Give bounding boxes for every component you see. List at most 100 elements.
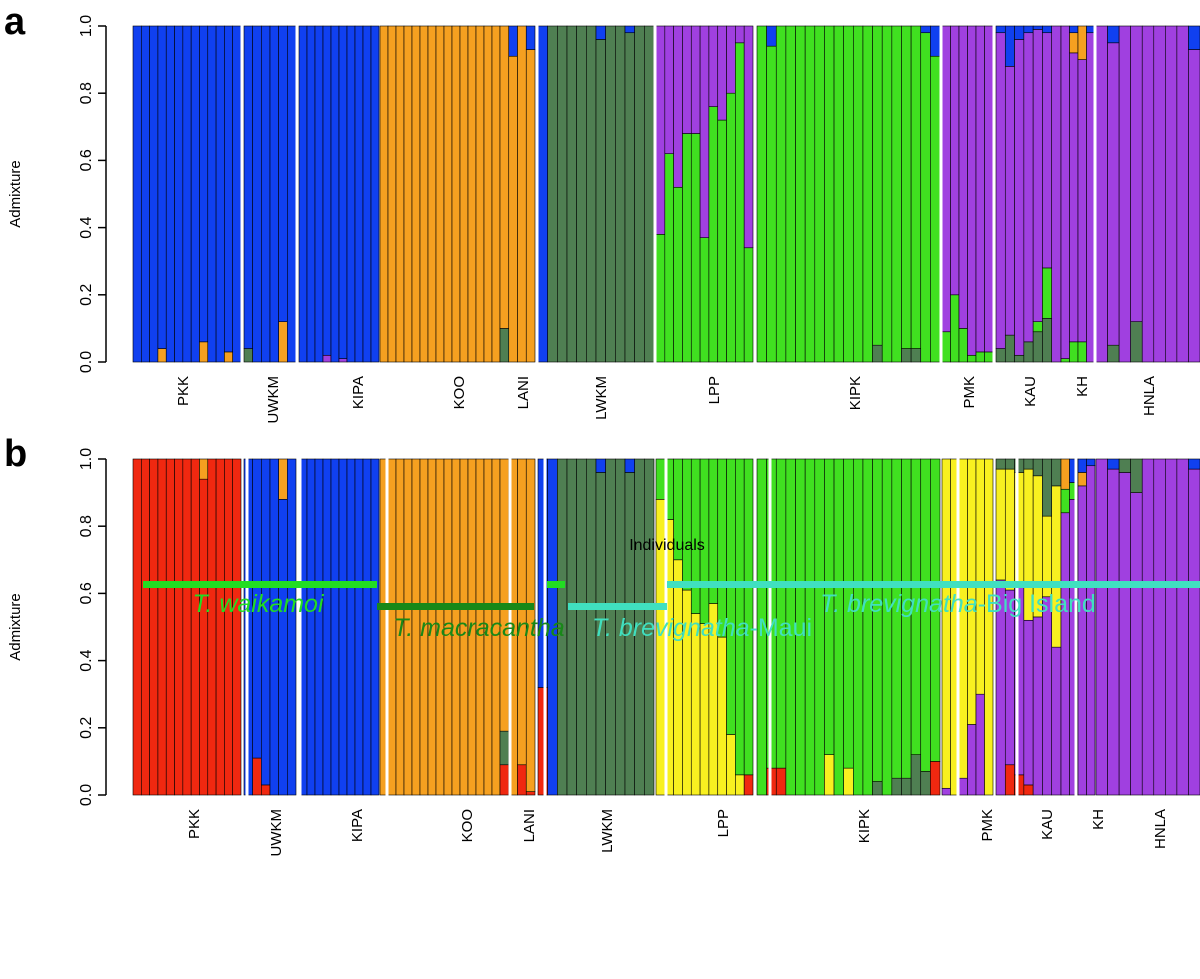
admixture-bar-segment: [872, 25, 883, 346]
population-label: PMK: [961, 376, 978, 409]
admixture-bar-segment: [499, 328, 510, 363]
admixture-bar-segment: [910, 25, 922, 349]
admixture-bar-segment: [1188, 25, 1200, 50]
admixture-bar-segment: [330, 25, 340, 363]
admixture-bar-segment: [475, 25, 485, 363]
admixture-bar-segment: [673, 186, 683, 363]
admixture-bar-segment: [141, 25, 150, 363]
population-label: KAU: [1039, 809, 1056, 840]
admixture-bar-segment: [901, 25, 912, 349]
panel-a: a Admixture 0.0 0.2 0.4 0.6 0.8 1.0 PKK UWKM KI…: [4, 1, 1200, 424]
admixture-bar-segment: [199, 25, 209, 343]
admixture-bar-segment: [224, 25, 233, 353]
admixture-bar-segment: [1118, 458, 1131, 473]
admixture-bar-segment: [586, 25, 597, 363]
admixture-bar-segment: [1060, 488, 1070, 514]
admixture-bar-segment: [1077, 485, 1087, 796]
admixture-bar-segment: [1042, 267, 1053, 319]
admixture-bar-segment: [1188, 468, 1200, 796]
admixture-bar-segment: [756, 25, 767, 363]
admixture-bar-segment: [910, 348, 922, 363]
admixture-bar-segment: [682, 133, 692, 363]
admixture-bar-segment: [1188, 458, 1200, 470]
panel-a-ylabel: Admixture: [7, 160, 24, 228]
admixture-bar-segment: [1095, 25, 1108, 363]
admixture-bar-segment: [726, 92, 736, 363]
admixture-bar-segment: [157, 25, 167, 349]
population-label: KIPA: [350, 376, 367, 409]
admixture-bar-segment: [824, 754, 835, 796]
admixture-bar-segment: [370, 25, 380, 363]
admixture-bar-segment: [1153, 25, 1166, 363]
admixture-bar-segment: [1176, 25, 1189, 363]
species-3-suffix: -Big Island: [978, 590, 1096, 618]
admixture-bar-segment: [1118, 25, 1131, 363]
admixture-bar-segment: [881, 458, 893, 796]
admixture-bar-segment: [252, 25, 262, 363]
admixture-bar-segment: [1023, 341, 1034, 363]
population-label: UWKM: [265, 376, 282, 424]
admixture-bar-segment: [891, 458, 902, 779]
admixture-bar-segment: [1014, 25, 1025, 40]
admixture-bar-segment: [1004, 334, 1015, 363]
admixture-bar-segment: [199, 478, 209, 796]
y-tick-label: 0.2: [78, 717, 95, 739]
admixture-bar-segment: [930, 458, 941, 762]
admixture-bar-segment: [322, 354, 332, 363]
admixture-bar-segment: [901, 458, 912, 779]
admixture-bar-segment: [387, 25, 397, 363]
admixture-bar-segment: [278, 321, 288, 363]
admixture-bar-segment: [1032, 458, 1043, 477]
admixture-bar-segment: [853, 458, 864, 796]
admixture-bar-segment: [1023, 458, 1034, 470]
admixture-bar-segment: [655, 234, 666, 363]
population-separator: [664, 457, 668, 797]
admixture-bar-segment: [224, 351, 233, 363]
population-label: LPP: [706, 376, 723, 404]
admixture-bar-segment: [1118, 472, 1131, 796]
population-separator: [295, 24, 299, 364]
admixture-bar-segment: [278, 25, 288, 322]
admixture-bar-segment: [967, 25, 977, 356]
admixture-bar-segment: [941, 458, 951, 789]
admixture-bar-segment: [901, 777, 912, 796]
admixture-bar-segment: [995, 25, 1006, 34]
admixture-bar-segment: [910, 754, 922, 796]
panel-b-label: b: [4, 433, 27, 475]
panel-a-y-axis: 0.0 0.2 0.4 0.6 0.8 1.0: [78, 15, 107, 373]
y-tick-label: 0.4: [78, 216, 95, 238]
admixture-bar-segment: [306, 458, 316, 796]
population-label: LPP: [715, 809, 732, 837]
panel-b-bars: [132, 457, 1200, 797]
admixture-bar-segment: [717, 25, 727, 121]
admixture-bar-segment: [525, 791, 536, 796]
admixture-bar-segment: [207, 458, 217, 796]
admixture-bar-segment: [690, 25, 701, 134]
admixture-bar-segment: [984, 458, 994, 796]
admixture-bar-segment: [508, 25, 518, 57]
species-line-macracantha: [377, 603, 534, 610]
admixture-bar-segment: [1153, 458, 1166, 796]
admixture-bar-segment: [182, 458, 192, 796]
admixture-bar-segment: [1069, 25, 1079, 34]
admixture-bar-segment: [941, 331, 951, 363]
admixture-bar-segment: [950, 25, 960, 296]
admixture-bar-segment: [362, 25, 372, 363]
admixture-bar-segment: [664, 25, 674, 154]
admixture-bar-segment: [576, 25, 587, 363]
population-separator: [653, 24, 657, 364]
admixture-bar-segment: [1077, 25, 1087, 60]
species-0-name: T. waikamoi: [192, 590, 325, 618]
species-3-name: T. brevignatha: [820, 590, 978, 618]
admixture-bar-segment: [655, 25, 666, 235]
admixture-bar-segment: [920, 32, 931, 363]
admixture-bar-segment: [664, 153, 674, 363]
admixture-bar-segment: [605, 25, 616, 363]
admixture-bar-segment: [743, 458, 754, 776]
admixture-bar-segment: [1130, 458, 1143, 493]
admixture-bar-segment: [269, 25, 279, 363]
y-tick-label: 0.0: [78, 351, 95, 373]
admixture-bar-segment: [843, 25, 854, 363]
admixture-bar-segment: [872, 344, 883, 363]
species-line-waikamoi: [143, 581, 377, 588]
